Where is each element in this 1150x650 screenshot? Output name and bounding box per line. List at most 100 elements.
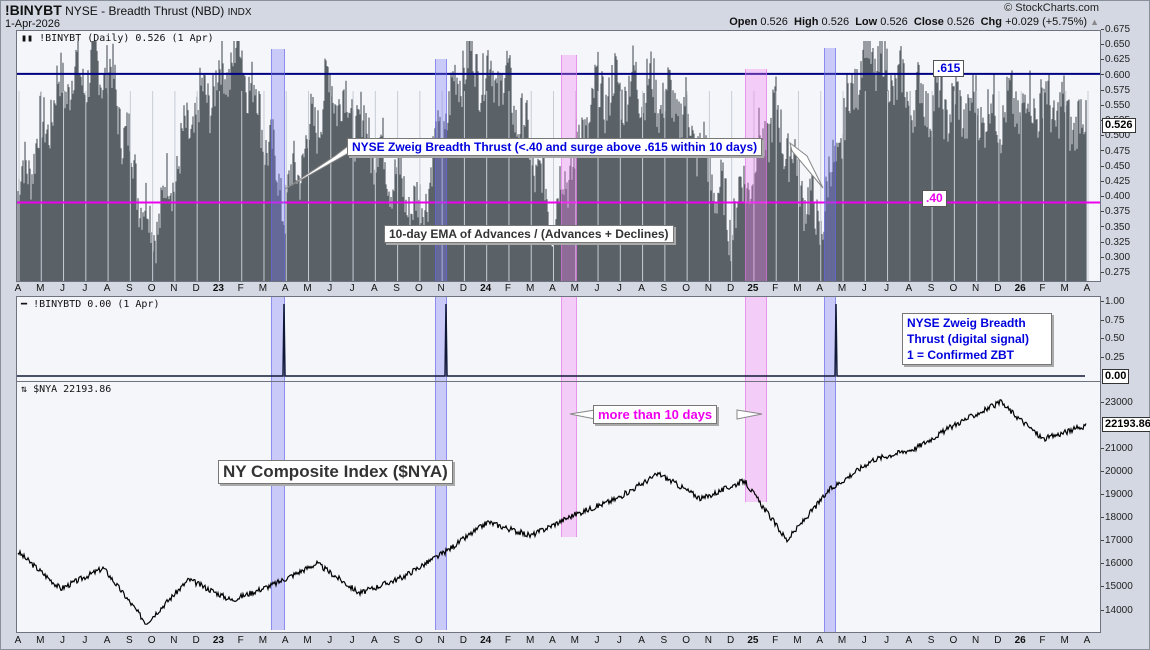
y-tick: 0.75 — [1101, 315, 1124, 327]
level-40-tag: .40 — [922, 190, 947, 207]
x-tick: J — [884, 635, 890, 646]
nya-price-line — [17, 399, 1087, 625]
x-tick: A — [549, 635, 556, 646]
x-tick: A — [905, 635, 913, 646]
days-callout-pointers — [569, 409, 763, 420]
x-tick: M — [837, 283, 847, 294]
x-tick: 23 — [212, 635, 224, 646]
exchange: INDX — [227, 7, 252, 18]
high-label: High — [794, 16, 819, 28]
x-tick: N — [972, 635, 980, 646]
x-tick: D — [994, 635, 1002, 646]
top-x-axis: A M J J A S O N D 23 F M A M J J A S O N D 24 F M A M J J A S O N D 25 F M A… — [15, 282, 1099, 295]
x-tick: J — [60, 283, 66, 294]
brand-watermark: © StockCharts.com — [1004, 2, 1099, 14]
x-tick: O — [682, 283, 691, 294]
y-tick: 0.675 — [1101, 24, 1130, 36]
y-tick: 0.450 — [1101, 161, 1130, 173]
line-icon: ━ — [21, 299, 28, 310]
y-tick: 21000 — [1101, 443, 1133, 455]
x-tick: A — [638, 283, 645, 294]
x-tick: F — [504, 283, 512, 294]
x-tick: O — [147, 283, 156, 294]
digital-signal-panel[interactable]: ━ !BINYBTD 0.00 (1 Apr) NYSE Zweig Bread… — [16, 296, 1101, 382]
x-tick: J — [82, 283, 88, 294]
x-tick: A — [281, 283, 289, 294]
y-tick: 17000 — [1101, 535, 1133, 547]
x-tick: O — [682, 635, 691, 646]
updown-arrows-icon: ⇅ — [21, 384, 28, 395]
middle-y-axis: 1.00 0.75 0.50 0.25 — [1101, 296, 1150, 380]
y-tick: 0.375 — [1101, 206, 1130, 218]
y-tick: 15000 — [1101, 581, 1133, 593]
x-tick: J — [60, 635, 66, 646]
pink-band-2 — [745, 69, 767, 281]
x-tick: M — [258, 283, 268, 294]
zbt-band-1-low — [271, 382, 285, 630]
breadth-thrust-panel[interactable]: ▮▮ !BINYBT (Daily) 0.526 (1 Apr) .615 .4… — [16, 30, 1101, 282]
y-tick: 19000 — [1101, 489, 1133, 501]
y-tick: 16000 — [1101, 558, 1133, 570]
x-tick: A — [370, 283, 378, 294]
x-tick: A — [370, 635, 378, 646]
x-tick: M — [303, 283, 312, 294]
x-tick: M — [303, 635, 312, 646]
close-value: 0.526 — [946, 16, 975, 28]
bottom-x-axis: A M J J A S O N D 23 F M A M J J A S O N D 24 F M A M J J A S O N D 25 F M A… — [15, 634, 1099, 647]
ema-annotation: 10-day EMA of Advances / (Advances + Dec… — [384, 225, 674, 243]
x-tick: S — [393, 283, 400, 294]
x-tick: S — [927, 635, 935, 646]
x-tick: J — [616, 283, 622, 294]
x-tick: J — [594, 283, 600, 294]
x-tick: 26 — [1014, 635, 1026, 646]
y-tick: 0.25 — [1101, 352, 1124, 364]
level-615-tag: .615 — [933, 60, 965, 77]
y-tick: 0.600 — [1101, 70, 1130, 82]
x-tick: J — [594, 635, 600, 646]
zbt-band-3-low — [824, 382, 836, 632]
top-panel-label: ▮▮ !BINYBT (Daily) 0.526 (1 Apr) — [21, 33, 214, 44]
chart-date: 1-Apr-2026 — [5, 18, 61, 30]
x-tick: N — [170, 283, 178, 294]
x-tick: M — [837, 635, 847, 646]
bottom-last-value: 22193.86 — [1102, 417, 1150, 432]
y-tick: 0.475 — [1101, 146, 1130, 158]
triangle-up-icon: ▲ — [1090, 17, 1099, 27]
x-tick: S — [927, 283, 935, 294]
symbol-description: NYSE - Breadth Thrust (NBD) — [65, 4, 225, 18]
bottom-y-axis: 23000 21000 20000 19000 18000 17000 1600… — [1101, 381, 1150, 631]
zbt-annotation: NYSE Zweig Breadth Thrust (<.40 and surg… — [347, 138, 763, 156]
y-tick: 23000 — [1101, 397, 1133, 409]
pink-band-2-mid — [745, 297, 767, 381]
x-tick: J — [327, 283, 333, 294]
nya-panel[interactable]: ⇅ $NYA 22193.86 more than 10 days NY Com… — [16, 381, 1101, 633]
ohlc-summary: Open 0.526 High 0.526 Low 0.526 Close 0.… — [729, 16, 1099, 28]
x-tick: 24 — [480, 635, 492, 646]
x-tick: A — [816, 635, 824, 646]
x-tick: F — [1039, 635, 1046, 646]
x-tick: N — [704, 283, 713, 294]
y-tick: 0.575 — [1101, 85, 1130, 97]
x-tick: A — [816, 283, 824, 294]
annotation-line-2: Thrust (digital signal) — [907, 332, 1029, 346]
x-tick: J — [616, 635, 622, 646]
x-tick: J — [349, 283, 355, 294]
y-tick: 0.350 — [1101, 222, 1130, 234]
x-tick: A — [549, 283, 556, 294]
x-tick: A — [103, 635, 111, 646]
signal-line — [17, 303, 1085, 377]
middle-last-value: 0.00 — [1102, 369, 1130, 384]
y-tick: 0.500 — [1101, 130, 1130, 142]
x-tick: 25 — [747, 635, 759, 646]
chg-value: +0.029 (+5.75%) — [1005, 16, 1088, 28]
more-than-10-days-annotation: more than 10 days — [593, 405, 718, 424]
zbt-band-2-low — [435, 382, 447, 630]
top-last-value: 0.526 — [1102, 118, 1136, 133]
x-tick: O — [949, 283, 958, 294]
x-tick: M — [1060, 283, 1069, 294]
x-tick: M — [526, 635, 535, 646]
x-tick: J — [861, 283, 867, 294]
x-tick: M — [793, 635, 802, 646]
x-tick: F — [772, 283, 779, 294]
